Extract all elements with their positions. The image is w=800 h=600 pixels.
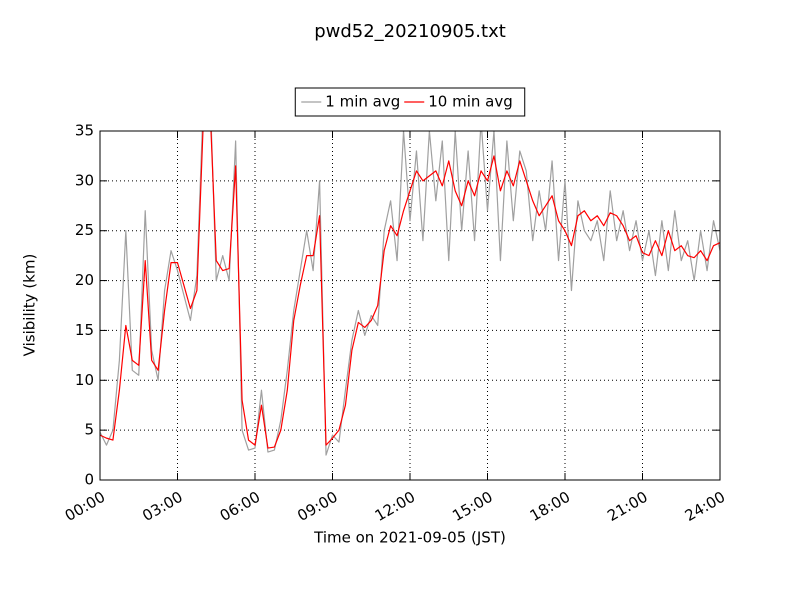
chart-title: pwd52_20210905.txt bbox=[314, 21, 506, 42]
y-tick-label: 0 bbox=[84, 471, 94, 489]
y-tick-label: 5 bbox=[84, 421, 94, 439]
legend-label: 1 min avg bbox=[325, 93, 400, 111]
x-axis-label: Time on 2021-09-05 (JST) bbox=[313, 529, 506, 547]
legend-label: 10 min avg bbox=[428, 93, 513, 111]
y-tick-label: 35 bbox=[75, 122, 94, 140]
y-tick-label: 20 bbox=[75, 271, 94, 289]
y-axis-label: Visibility (km) bbox=[21, 254, 39, 357]
y-tick-label: 25 bbox=[75, 221, 94, 239]
y-tick-label: 30 bbox=[75, 171, 94, 189]
plot-lines bbox=[100, 131, 720, 456]
series-line bbox=[100, 131, 720, 449]
series-line bbox=[100, 131, 720, 456]
y-tick-label: 15 bbox=[75, 321, 94, 339]
legend: 1 min avg 10 min avg bbox=[294, 87, 526, 117]
y-tick-label: 10 bbox=[75, 371, 94, 389]
